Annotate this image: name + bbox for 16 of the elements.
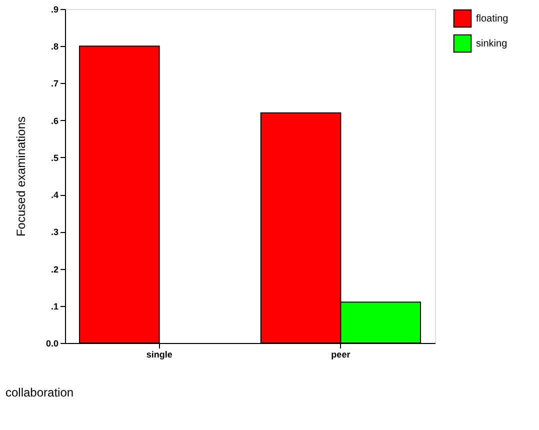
y-tick-label: 0.0 bbox=[46, 338, 58, 348]
y-tick-label: .7 bbox=[50, 78, 58, 89]
y-tick-label: .5 bbox=[50, 152, 58, 163]
y-tick-label: .1 bbox=[50, 301, 58, 312]
y-tick-label: .3 bbox=[50, 227, 58, 238]
legend-label: floating bbox=[476, 14, 508, 24]
y-tick-label: .8 bbox=[50, 42, 58, 52]
y-axis-title: Focused examinations bbox=[14, 116, 28, 237]
y-tick-label: .9 bbox=[50, 4, 58, 14]
legend-label: sinking bbox=[476, 38, 508, 50]
y-tick-label: .4 bbox=[50, 190, 58, 200]
x-axis-title: collaboration bbox=[6, 386, 74, 400]
x-tick-label: single bbox=[146, 350, 172, 360]
x-tick-label: peer bbox=[331, 350, 351, 360]
y-tick-label: .2 bbox=[50, 264, 58, 274]
y-tick-label: .6 bbox=[50, 116, 58, 126]
